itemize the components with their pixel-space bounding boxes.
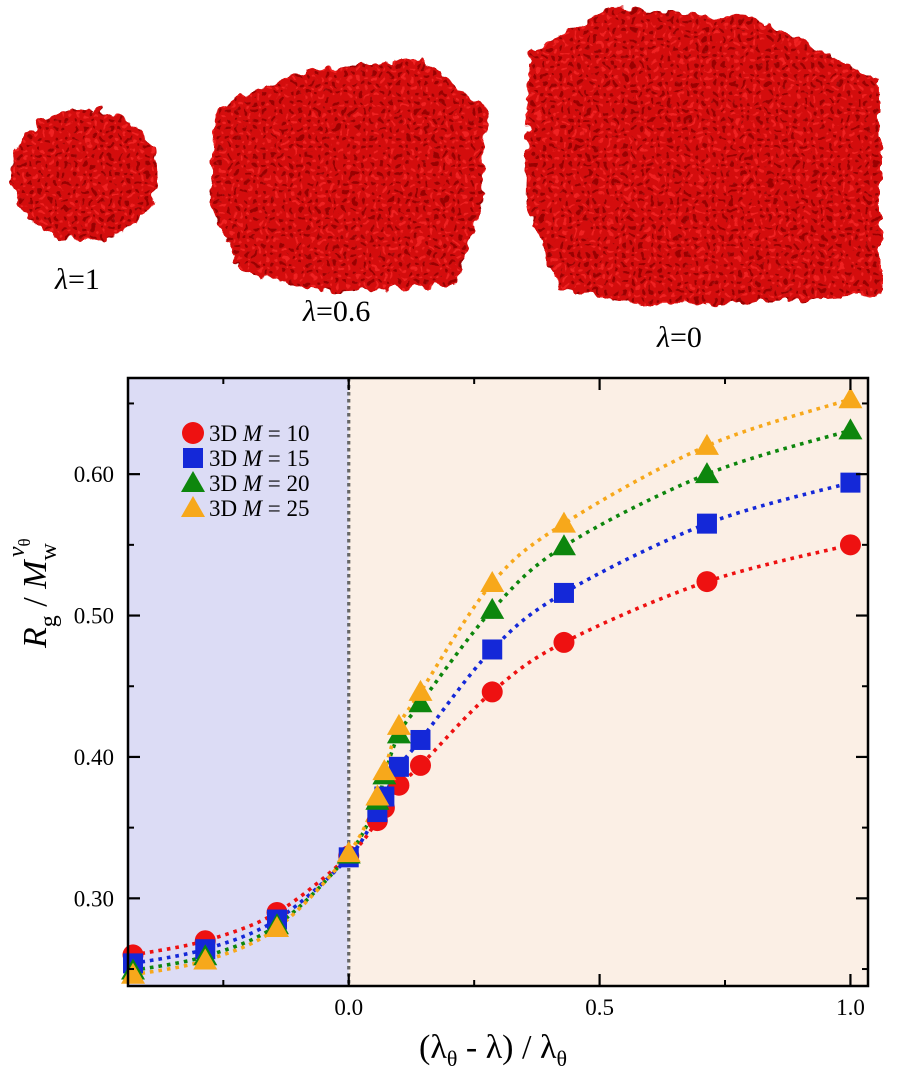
data-point (839, 534, 861, 556)
legend-label: 3D M = 10 (209, 421, 310, 446)
data-point (408, 691, 433, 713)
polymer-image-expanded (525, 8, 880, 305)
plot-frame (126, 376, 870, 988)
legend-label: 3D M = 15 (209, 446, 310, 471)
lambda-value: =0.6 (316, 295, 370, 328)
data-point (480, 571, 505, 593)
legend-label: 3D M = 25 (209, 496, 310, 521)
lambda-symbol: λ (302, 295, 316, 328)
poor-solvent-region (348, 378, 869, 986)
lambda-value: =0 (670, 321, 702, 354)
data-point (480, 597, 505, 619)
y-tick-label: 0.30 (74, 886, 114, 911)
axis-ticks: 0.0 0.5 1.0 0.30 0.40 0.50 0.60 (74, 378, 868, 1020)
data-point (386, 713, 411, 735)
data-point (409, 754, 431, 776)
y-tick-label: 0.50 (74, 604, 114, 629)
series-line-3 (132, 428, 851, 973)
data-point (551, 534, 576, 556)
data-point (336, 841, 361, 863)
data-point (410, 729, 431, 750)
good-solvent-region (128, 378, 349, 986)
series-line-2 (132, 480, 851, 966)
data-point (193, 948, 218, 970)
data-point (408, 679, 433, 701)
x-tick-label: 1.0 (836, 995, 865, 1020)
data-point (694, 433, 719, 455)
data-point (365, 784, 390, 806)
legend-marker (182, 422, 204, 444)
polymer-image-intermediate (210, 58, 488, 292)
data-point (696, 513, 717, 534)
data-point (696, 571, 718, 593)
data-point (553, 582, 574, 603)
legend-label: 3D M = 20 (209, 471, 310, 496)
series-markers (121, 387, 863, 984)
data-point (265, 916, 290, 938)
lambda-value: =1 (68, 263, 100, 296)
data-point (372, 759, 397, 781)
image-label-1: λ=1 (54, 263, 100, 296)
y-tick-label: 0.40 (74, 745, 114, 770)
y-tick-label: 0.60 (74, 462, 114, 487)
x-tick-label: 0.5 (585, 995, 614, 1020)
x-axis-label: (λθ - λ) / λθ (419, 1029, 567, 1071)
data-point (482, 639, 503, 660)
data-point (481, 681, 503, 703)
x-tick-label: 0.0 (334, 995, 363, 1020)
data-point (388, 756, 409, 777)
lambda-symbol: λ (656, 321, 670, 354)
legend-marker (181, 496, 205, 517)
data-point (838, 387, 863, 409)
polymer-image-compact (11, 109, 159, 241)
lambda-symbol: λ (54, 263, 68, 296)
legend-marker (183, 448, 203, 468)
data-point (551, 511, 576, 533)
image-label-2: λ=0.6 (302, 295, 370, 328)
y-axis-label: Rg / Mwνθ (4, 538, 62, 649)
data-point (553, 631, 575, 653)
data-point (840, 472, 861, 493)
data-point (838, 418, 863, 440)
data-point (694, 462, 719, 484)
image-label-3: λ=0 (656, 321, 702, 354)
legend-marker (181, 471, 205, 492)
